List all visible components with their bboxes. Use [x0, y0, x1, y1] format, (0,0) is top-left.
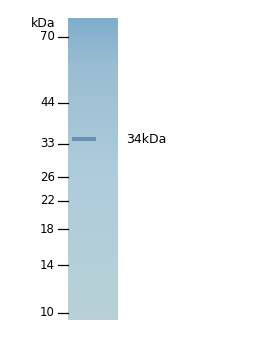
Text: 18: 18 — [40, 223, 55, 236]
Text: 34kDa: 34kDa — [126, 133, 166, 146]
Text: kDa: kDa — [30, 18, 55, 30]
Text: 22: 22 — [40, 194, 55, 208]
Text: 14: 14 — [40, 258, 55, 272]
Text: 33: 33 — [40, 137, 55, 150]
Text: 70: 70 — [40, 30, 55, 43]
Text: 10: 10 — [40, 306, 55, 319]
Text: 26: 26 — [40, 171, 55, 184]
Bar — [72, 137, 96, 141]
Text: 44: 44 — [40, 96, 55, 109]
